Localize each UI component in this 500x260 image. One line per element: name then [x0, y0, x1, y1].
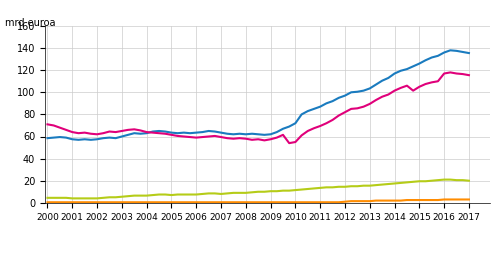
Julkisyhteisöt yht. — [82, 138, 87, 141]
Valtionhallinto — [76, 132, 82, 135]
Sosiaaliturvahastot — [441, 198, 447, 201]
Julkisyhteisöt yht. — [44, 136, 51, 140]
Sosiaaliturvahastot — [466, 198, 472, 201]
Line: Julkisyhteisöt yht.: Julkisyhteisöt yht. — [48, 50, 469, 140]
Sosiaaliturvahastot — [181, 201, 187, 204]
Valtionhallinto — [112, 131, 118, 134]
Sosiaaliturvahastot — [460, 198, 466, 201]
Valtionhallinto — [466, 74, 472, 77]
Legend: Julkisyhteisöt yht., Paikallishallinto, Valtionhallinto, Sosiaaliturvahastot: Julkisyhteisöt yht., Paikallishallinto, … — [150, 257, 385, 260]
Line: Sosiaaliturvahastot: Sosiaaliturvahastot — [48, 199, 469, 202]
Paikallishallinto — [373, 184, 379, 187]
Sosiaaliturvahastot — [76, 201, 82, 204]
Paikallishallinto — [466, 179, 472, 182]
Line: Paikallishallinto: Paikallishallinto — [48, 180, 469, 198]
Sosiaaliturvahastot — [187, 201, 193, 204]
Sosiaaliturvahastot — [125, 201, 131, 204]
Valtionhallinto — [373, 99, 379, 102]
Line: Valtionhallinto: Valtionhallinto — [48, 72, 469, 143]
Valtionhallinto — [286, 141, 292, 145]
Julkisyhteisöt yht. — [76, 138, 82, 141]
Paikallishallinto — [119, 195, 125, 198]
Julkisyhteisöt yht. — [119, 135, 125, 138]
Text: mrd euroa: mrd euroa — [5, 18, 56, 28]
Sosiaaliturvahastot — [44, 201, 51, 204]
Valtionhallinto — [44, 123, 51, 126]
Julkisyhteisöt yht. — [292, 122, 298, 125]
Valtionhallinto — [125, 128, 131, 131]
Julkisyhteisöt yht. — [466, 51, 472, 55]
Sosiaaliturvahastot — [286, 201, 292, 204]
Paikallishallinto — [70, 197, 75, 200]
Valtionhallinto — [292, 140, 298, 144]
Paikallishallinto — [441, 178, 447, 181]
Paikallishallinto — [131, 194, 137, 197]
Julkisyhteisöt yht. — [373, 83, 379, 86]
Julkisyhteisöt yht. — [448, 49, 454, 52]
Paikallishallinto — [460, 179, 466, 182]
Valtionhallinto — [448, 71, 454, 74]
Paikallishallinto — [82, 197, 87, 200]
Julkisyhteisöt yht. — [131, 132, 137, 135]
Paikallishallinto — [44, 196, 51, 199]
Valtionhallinto — [460, 73, 466, 76]
Paikallishallinto — [292, 188, 298, 192]
Julkisyhteisöt yht. — [460, 50, 466, 54]
